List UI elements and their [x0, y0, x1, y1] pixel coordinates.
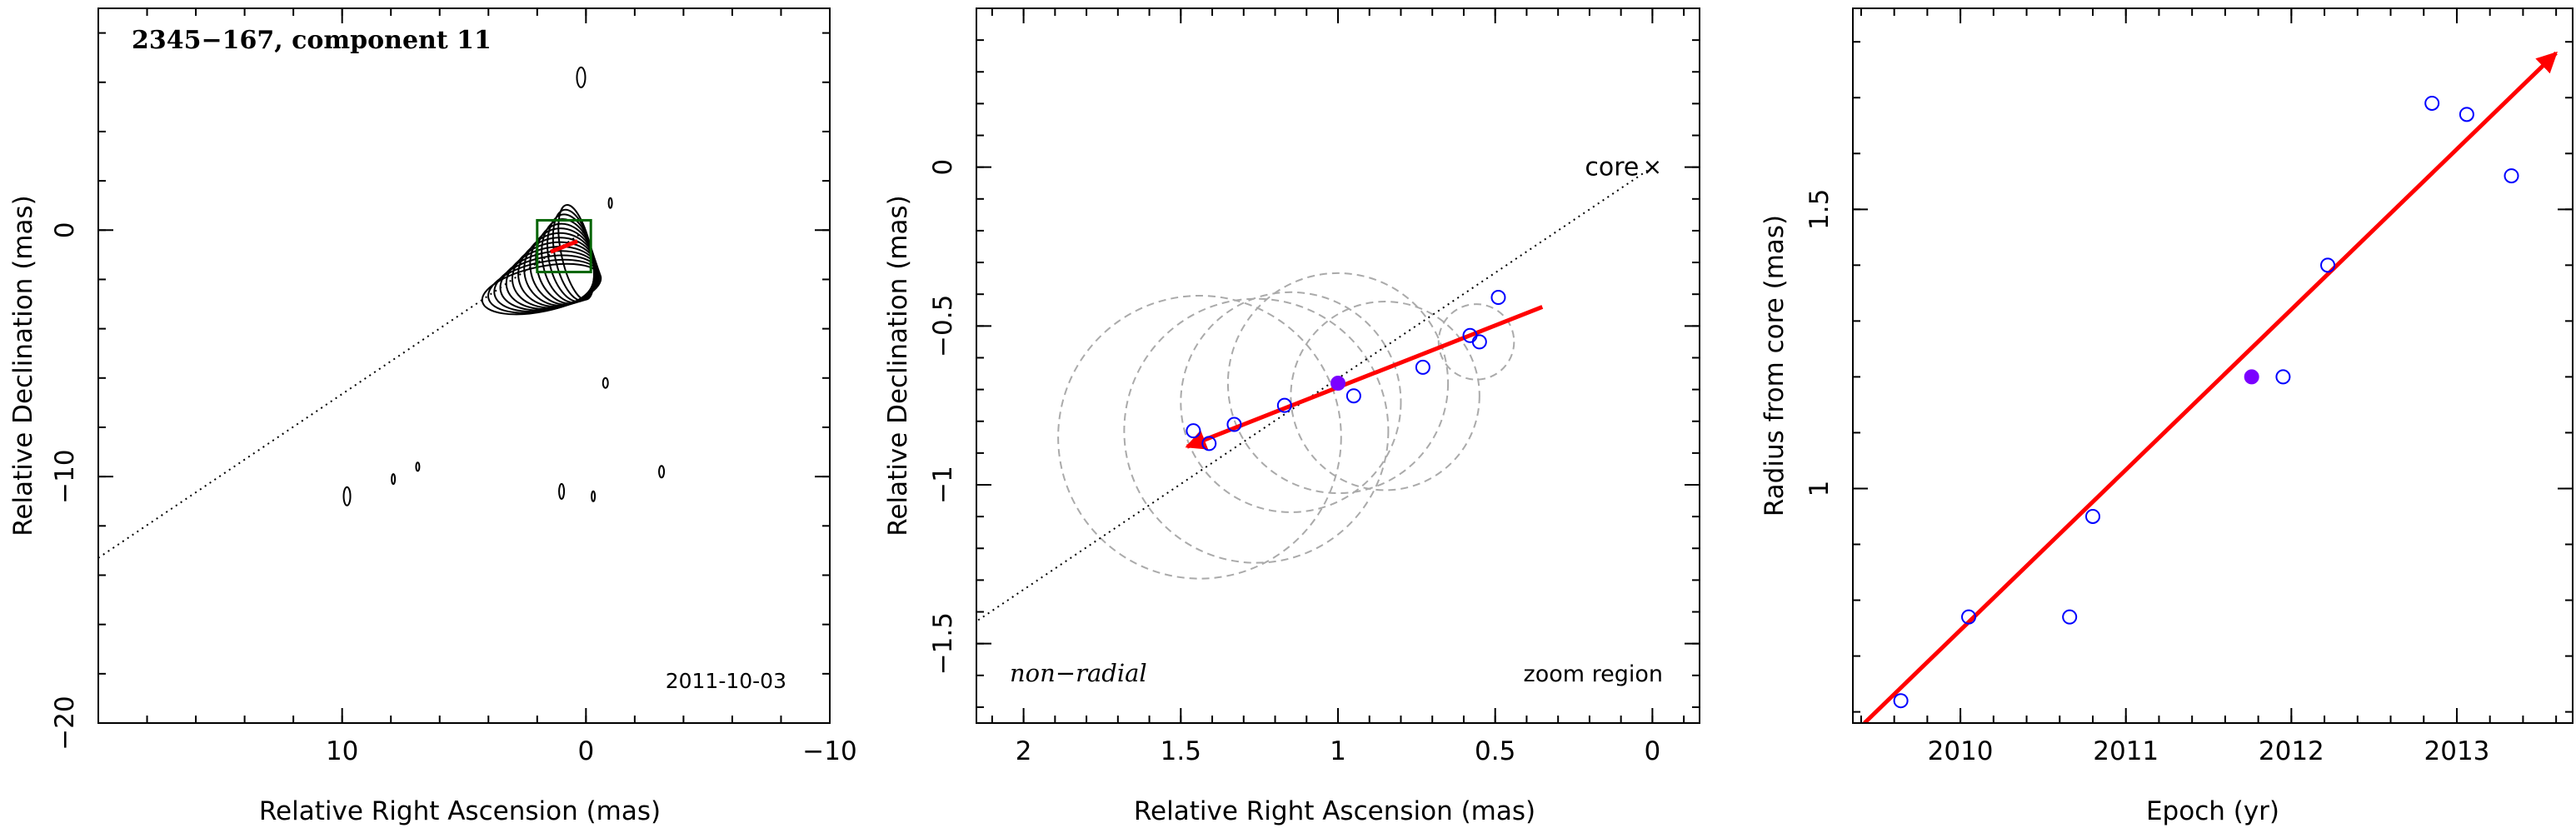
- p2-x-tick-label: 0.5: [1475, 736, 1515, 766]
- p2-x-tick-label: 1: [1330, 736, 1346, 766]
- zoom-region-label: zoom region: [1524, 661, 1663, 687]
- core-direction-line: [98, 229, 587, 559]
- zoom-box: [536, 218, 592, 274]
- p3-plot-frame: [1852, 7, 2574, 724]
- data-point: [1415, 359, 1430, 375]
- p3-y-tick-label: 1: [1805, 481, 1835, 497]
- data-point: [2085, 508, 2100, 524]
- contour-island: [658, 465, 666, 479]
- contour-island: [342, 486, 352, 506]
- core-marker: ×: [1643, 153, 1662, 181]
- panel-radius-vs-epoch: 2010 2011 2012 2013 1 1.5 Epoch (yr) Radius f…: [1760, 7, 2574, 826]
- p2-x-tick-label: 2: [1016, 736, 1032, 766]
- data-point-current: [2244, 369, 2259, 385]
- data-point: [1276, 397, 1292, 413]
- p1-y-tick-label: −10: [50, 449, 80, 503]
- fit-arrow: [1185, 305, 1544, 450]
- panel-contour-map: 10 0 −10 −20 −10 0 2345−167, component 11 201…: [8, 7, 857, 826]
- p1-ticks: 10 0 −10 −20 −10 0: [50, 8, 857, 766]
- beam-circle: [1226, 272, 1450, 495]
- data-point: [1186, 423, 1201, 439]
- data-point: [2459, 107, 2474, 122]
- p3-ticks: 2010 2011 2012 2013 1 1.5: [1805, 8, 2573, 766]
- contour-island: [415, 461, 421, 472]
- p1-title: 2345−167, component 11: [132, 26, 492, 55]
- p2-plot-frame: [976, 7, 1700, 724]
- beam-circle: [1057, 294, 1342, 580]
- panel-zoom-region: core × 2 1.5 1 0.5 0 −1.5 −1 −0.5 0 non−radial z…: [883, 7, 1700, 826]
- contour-island: [391, 473, 397, 486]
- beam-circle: [1290, 301, 1480, 491]
- data-point: [2320, 257, 2336, 273]
- contour-level: [481, 262, 602, 316]
- data-point: [1226, 416, 1242, 432]
- p1-y-axis-label: Relative Declination (mas): [8, 195, 38, 536]
- data-point: [2424, 95, 2440, 111]
- p1-x-tick-label: −10: [802, 736, 856, 766]
- p1-plot-frame: [97, 7, 831, 724]
- non-radial-label: non−radial: [1010, 659, 1147, 687]
- beam-circle: [1437, 303, 1515, 381]
- beam-circle: [1180, 291, 1402, 513]
- data-point-current: [1330, 375, 1345, 391]
- component-track: [549, 239, 579, 254]
- p3-x-tick-label: 2010: [1928, 736, 1994, 766]
- data-point: [1345, 388, 1361, 404]
- p3-y-axis-label: Radius from core (mas): [1760, 215, 1790, 516]
- p2-y-tick-label: −1: [928, 466, 958, 504]
- contour-island: [607, 197, 613, 209]
- data-point: [2275, 369, 2291, 385]
- p2-y-axis-label: Relative Declination (mas): [883, 195, 913, 536]
- data-point: [2504, 168, 2519, 184]
- p3-x-axis-label: Epoch (yr): [2146, 796, 2279, 826]
- p2-y-tick-label: −1.5: [928, 612, 958, 675]
- p1-y-tick-label: 0: [50, 222, 80, 238]
- p2-x-tick-label: 0: [1645, 736, 1661, 766]
- p2-x-axis-label: Relative Right Ascension (mas): [1134, 796, 1535, 826]
- data-points: [1186, 290, 1506, 451]
- contour-island: [591, 490, 597, 502]
- p1-plot-content: [98, 66, 666, 559]
- p2-ticks: 2 1.5 1 0.5 0 −1.5 −1 −0.5 0: [928, 7, 1700, 766]
- p3-plot-content: [1863, 51, 2558, 723]
- core-direction-line: [976, 166, 1653, 622]
- contour-island: [576, 66, 587, 88]
- data-point: [2062, 609, 2078, 625]
- p3-x-tick-label: 2013: [2424, 736, 2490, 766]
- p2-plot-content: core ×: [976, 153, 1662, 622]
- data-point: [1961, 609, 1977, 625]
- p3-x-tick-label: 2011: [2093, 736, 2159, 766]
- data-point: [1201, 436, 1217, 451]
- p1-x-tick-label: 10: [326, 736, 358, 766]
- contour-island: [602, 377, 609, 389]
- core-label: core: [1585, 153, 1639, 182]
- fit-arrow: [1863, 51, 2558, 723]
- p2-y-tick-label: 0: [928, 159, 958, 176]
- beam-circle: [1123, 297, 1390, 564]
- p1-x-axis-label: Relative Right Ascension (mas): [259, 796, 661, 826]
- p3-y-tick-label: 1.5: [1805, 189, 1835, 230]
- p1-y-tick-label: −20: [50, 696, 80, 750]
- data-point: [1471, 334, 1487, 350]
- data-point: [1490, 290, 1506, 306]
- beam-circles: [1057, 272, 1515, 580]
- contour-island: [558, 482, 566, 500]
- p1-x-tick-label: 0: [577, 736, 594, 766]
- p2-x-tick-label: 1.5: [1161, 736, 1201, 766]
- p1-date-label: 2011-10-03: [666, 669, 786, 693]
- p2-y-tick-label: −0.5: [928, 295, 958, 357]
- p3-x-tick-label: 2012: [2259, 736, 2324, 766]
- contour-map: [342, 66, 666, 506]
- data-points: [1893, 95, 2519, 709]
- data-point: [1893, 693, 1909, 709]
